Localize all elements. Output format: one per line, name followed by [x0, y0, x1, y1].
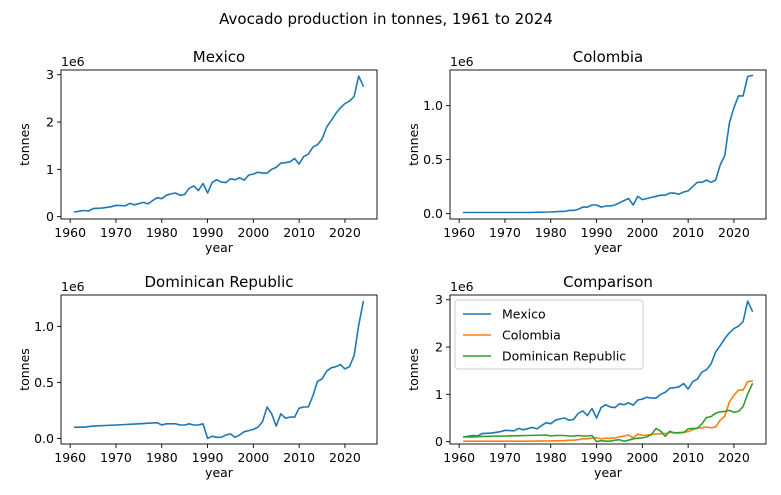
y-tick-label: 0.0: [423, 206, 443, 221]
x-tick-label: 2000: [626, 450, 658, 465]
x-tick-label: 2000: [626, 225, 658, 240]
x-tick-label: 2010: [672, 225, 704, 240]
x-tick-label: 1980: [146, 225, 178, 240]
legend: Mexico Colombia Dominican Republic: [454, 299, 644, 370]
series-line-colombia: [462, 74, 754, 214]
y-scale-label: 1e6: [450, 54, 474, 69]
x-tick-label: 1980: [146, 450, 178, 465]
panel-comparison: 1960 1970 1980 1990 2000 2010 2020 0 1 2 3 1e6 Compa…: [406, 273, 767, 480]
axes-frame: [60, 294, 378, 445]
x-tick-label: 1960: [54, 450, 86, 465]
y-axis-label: tonnes: [17, 348, 32, 391]
x-tick-label: 1970: [100, 225, 132, 240]
y-tick-label: 1: [435, 387, 443, 402]
y-tick-label: 0: [435, 434, 443, 449]
x-tick-label: 1980: [535, 225, 567, 240]
panel-title: Comparison: [563, 273, 653, 291]
y-axis-label: tonnes: [17, 123, 32, 166]
panel-mexico: 1960 1970 1980 1990 2000 2010 2020 0 1 2 3 1e6 Mexic…: [17, 48, 378, 255]
x-tick-label: 1980: [535, 450, 567, 465]
y-tick-label: 2: [46, 115, 54, 130]
y-tick-label: 0.5: [423, 152, 443, 167]
x-tick-label: 1970: [489, 450, 521, 465]
y-tick-label: 0.5: [34, 375, 54, 390]
y-tick-label: 3: [435, 292, 443, 307]
panel-title: Colombia: [573, 48, 644, 66]
series-line-mexico: [73, 75, 365, 213]
x-tick-label: 1960: [443, 225, 475, 240]
panel-dominican-republic: 1960 1970 1980 1990 2000 2010 2020 0.0 0.5 1.0 1e6…: [17, 273, 378, 480]
y-axis-label: tonnes: [406, 348, 421, 391]
x-axis-label: year: [594, 240, 623, 255]
series-line-colombia: [462, 380, 754, 443]
panel-title: Dominican Republic: [144, 273, 293, 291]
x-axis-label: year: [205, 240, 234, 255]
series-line-dominican-republic: [73, 300, 365, 440]
x-tick-label: 2020: [329, 450, 361, 465]
x-tick-label: 2010: [283, 450, 315, 465]
legend-label-dominican-republic: Dominican Republic: [502, 349, 626, 364]
x-axis-label: year: [594, 465, 623, 480]
figure-title: Avocado production in tonnes, 1961 to 20…: [219, 10, 553, 28]
x-tick-label: 2000: [237, 450, 269, 465]
axes-frame: [449, 294, 767, 445]
x-axis-label: year: [205, 465, 234, 480]
y-tick-label: 0.0: [34, 431, 54, 446]
x-tick-label: 2010: [283, 225, 315, 240]
x-tick-label: 1970: [489, 225, 521, 240]
x-tick-label: 1960: [54, 225, 86, 240]
x-tick-label: 1990: [192, 225, 224, 240]
series-line-mexico: [462, 300, 754, 438]
panel-colombia: 1960 1970 1980 1990 2000 2010 2020 0.0 0.5 1.0 1e6…: [406, 48, 767, 255]
y-tick-label: 1: [46, 162, 54, 177]
axes-frame: [449, 69, 767, 220]
y-axis-label: tonnes: [406, 123, 421, 166]
x-tick-label: 1990: [581, 450, 613, 465]
legend-label-colombia: Colombia: [502, 328, 561, 343]
legend-label-mexico: Mexico: [502, 307, 546, 322]
x-tick-label: 2020: [718, 225, 750, 240]
x-tick-label: 2000: [237, 225, 269, 240]
panel-title: Mexico: [193, 48, 245, 66]
y-scale-label: 1e6: [450, 279, 474, 294]
y-scale-label: 1e6: [61, 54, 85, 69]
x-tick-label: 1990: [192, 450, 224, 465]
y-tick-label: 0: [46, 209, 54, 224]
x-tick-label: 2020: [718, 450, 750, 465]
x-tick-label: 2020: [329, 225, 361, 240]
y-tick-label: 3: [46, 67, 54, 82]
axes-frame: [60, 69, 378, 220]
series-line-dominican-republic: [462, 383, 754, 443]
x-tick-label: 1970: [100, 450, 132, 465]
x-tick-label: 1990: [581, 225, 613, 240]
y-tick-label: 1.0: [423, 98, 443, 113]
x-tick-label: 1960: [443, 450, 475, 465]
legend-box: [454, 299, 644, 370]
y-scale-label: 1e6: [61, 279, 85, 294]
x-tick-label: 2010: [672, 450, 704, 465]
y-tick-label: 2: [435, 340, 443, 355]
y-tick-label: 1.0: [34, 319, 54, 334]
